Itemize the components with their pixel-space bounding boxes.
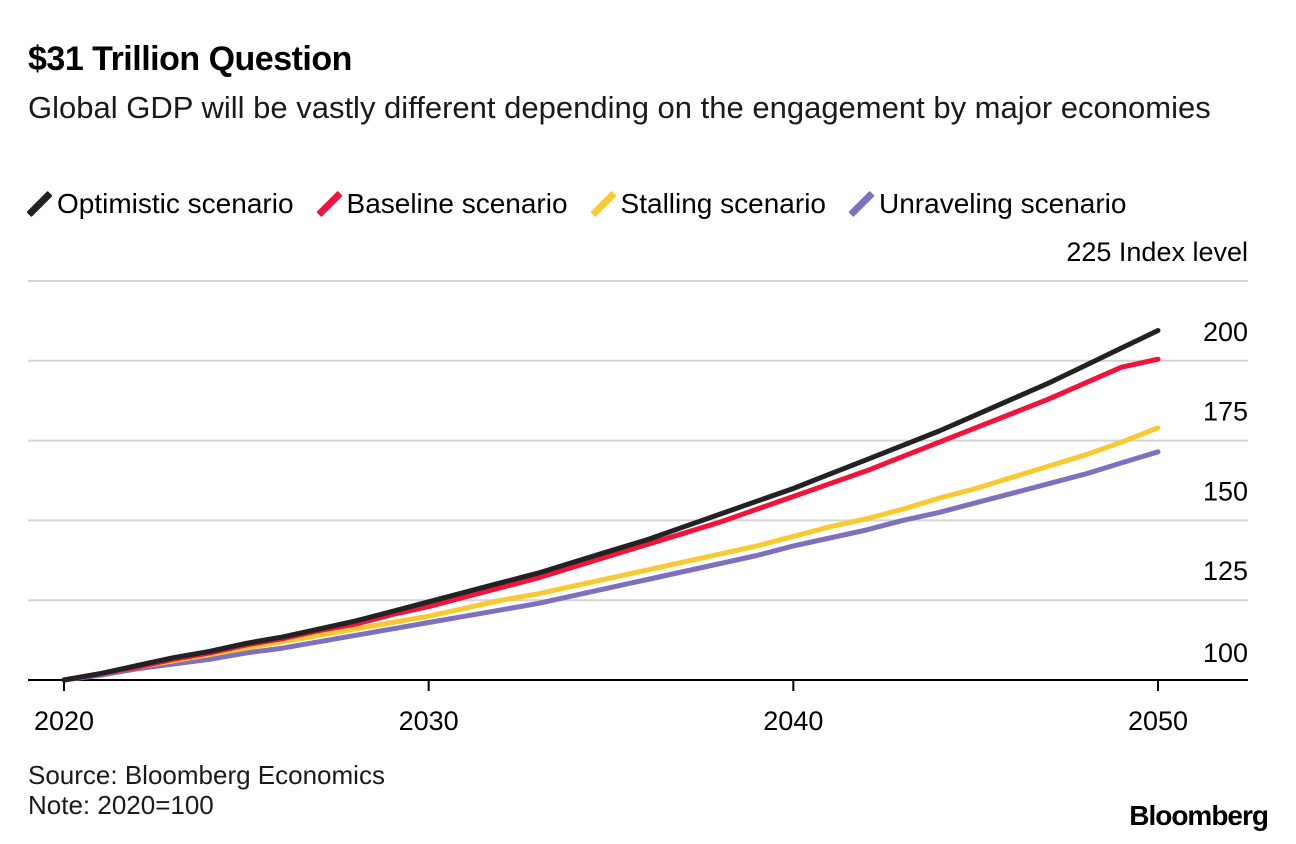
legend-label-stalling-scenario: Stalling scenario (620, 188, 826, 219)
y-tick-label-200: 200 (1203, 317, 1248, 347)
x-tick-label-2050: 2050 (1128, 706, 1188, 736)
x-tick-label-2020: 2020 (34, 706, 94, 736)
legend-label-optimistic-scenario: Optimistic scenario (57, 188, 294, 219)
series-line-stalling-scenario (61, 425, 1161, 683)
source-text: Source: Bloomberg Economics (28, 760, 385, 790)
y-tick-label-125: 125 (1203, 556, 1248, 586)
source-note: Source: Bloomberg Economics Note: 2020=1… (28, 760, 385, 820)
legend-item-optimistic-scenario: Optimistic scenario (26, 188, 294, 220)
series-line-unraveling-scenario (61, 449, 1161, 683)
legend-item-stalling-scenario: Stalling scenario (589, 188, 826, 220)
y-tick-label-100: 100 (1203, 638, 1248, 668)
x-tick-label-2030: 2030 (399, 706, 459, 736)
y-tick-label-175: 175 (1203, 397, 1248, 427)
legend-item-unraveling-scenario: Unraveling scenario (848, 188, 1127, 220)
chart-subtitle: Global GDP will be vastly different depe… (28, 90, 1211, 125)
line-chart: 100 125 150 175 200 225 Index level 2020 2030 20… (28, 237, 1248, 736)
y-tick-label-150: 150 (1203, 476, 1248, 506)
chart-title: $31 Trillion Question (28, 40, 352, 78)
legend-label-unraveling-scenario: Unraveling scenario (879, 188, 1127, 219)
y-tick-label-225: 225 Index level (1066, 237, 1248, 267)
legend-label-baseline-scenario: Baseline scenario (346, 188, 568, 219)
note-text: Note: 2020=100 (28, 790, 214, 820)
legend-item-baseline-scenario: Baseline scenario (315, 188, 568, 220)
series-line-optimistic-scenario (61, 328, 1161, 683)
x-tick-label-2040: 2040 (763, 706, 823, 736)
legend: Optimistic scenario Baseline scenario Stal… (26, 188, 1150, 220)
bloomberg-logo: Bloomberg (1129, 800, 1269, 831)
